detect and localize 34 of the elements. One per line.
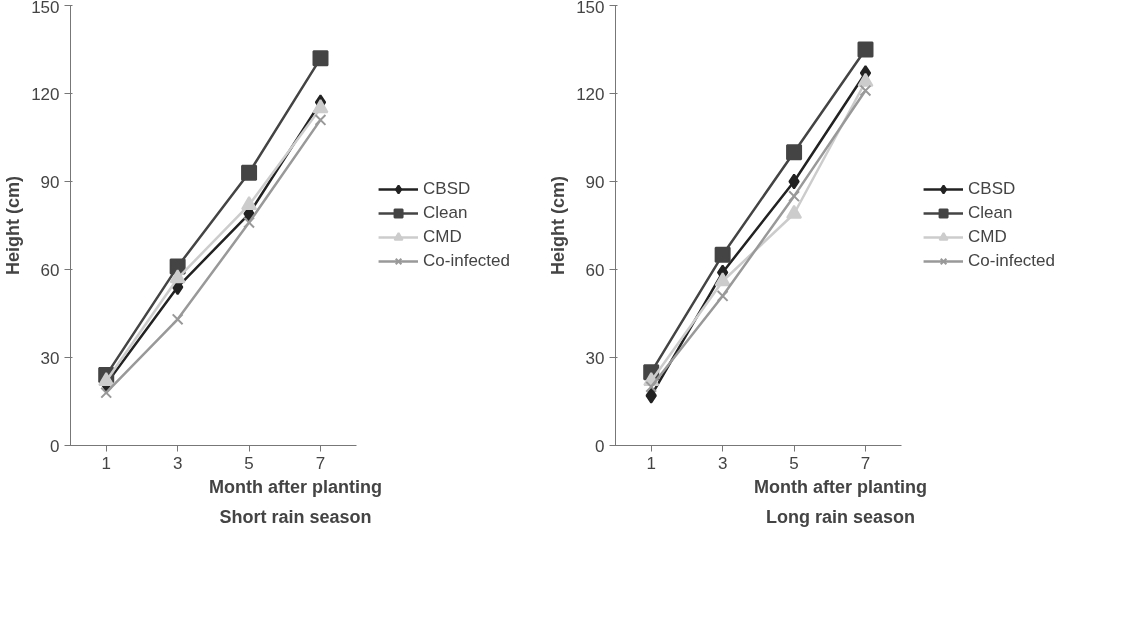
legend-label: Co-infected bbox=[968, 251, 1055, 271]
y-tick-label: 60 bbox=[585, 260, 605, 280]
y-tick-label: 90 bbox=[585, 172, 605, 192]
y-tick-label: 120 bbox=[31, 84, 60, 104]
legend-label: CBSD bbox=[423, 179, 471, 199]
y-tick-label: 0 bbox=[50, 436, 60, 456]
y-tick-label: 0 bbox=[595, 436, 605, 456]
y-tick-label: 60 bbox=[40, 260, 60, 280]
y-tick-label: 90 bbox=[40, 172, 60, 192]
legend-label: CBSD bbox=[968, 179, 1016, 199]
legend-label: CMD bbox=[423, 227, 462, 247]
y-tick-label: 150 bbox=[31, 0, 60, 17]
legend-label: Clean bbox=[968, 203, 1013, 223]
x-tick-label: 3 bbox=[717, 453, 728, 473]
y-axis-title: Height (cm) bbox=[548, 175, 569, 275]
legend-label: Co-infected bbox=[423, 251, 510, 271]
x-tick-label: 3 bbox=[172, 453, 183, 473]
x-axis-title: Month after planting bbox=[754, 476, 927, 497]
y-tick-label: 30 bbox=[585, 348, 605, 368]
y-tick-label: 30 bbox=[40, 348, 60, 368]
legend-label: Clean bbox=[423, 203, 468, 223]
y-tick-label: 120 bbox=[576, 84, 605, 104]
text: Long rain season bbox=[765, 506, 916, 527]
y-tick-label: 150 bbox=[576, 0, 605, 17]
x-axis-title: Month after planting bbox=[209, 476, 382, 497]
y-axis-title: Height (cm) bbox=[3, 175, 24, 275]
x-tick-label: 7 bbox=[315, 453, 326, 473]
x-tick-label: 7 bbox=[860, 453, 871, 473]
x-tick-label: 5 bbox=[244, 453, 254, 473]
legend-label: CMD bbox=[968, 227, 1007, 247]
x-tick-label: 1 bbox=[646, 453, 656, 473]
x-tick-label: 5 bbox=[789, 453, 799, 473]
text: Short rain season bbox=[219, 506, 372, 527]
x-tick-label: 1 bbox=[101, 453, 111, 473]
